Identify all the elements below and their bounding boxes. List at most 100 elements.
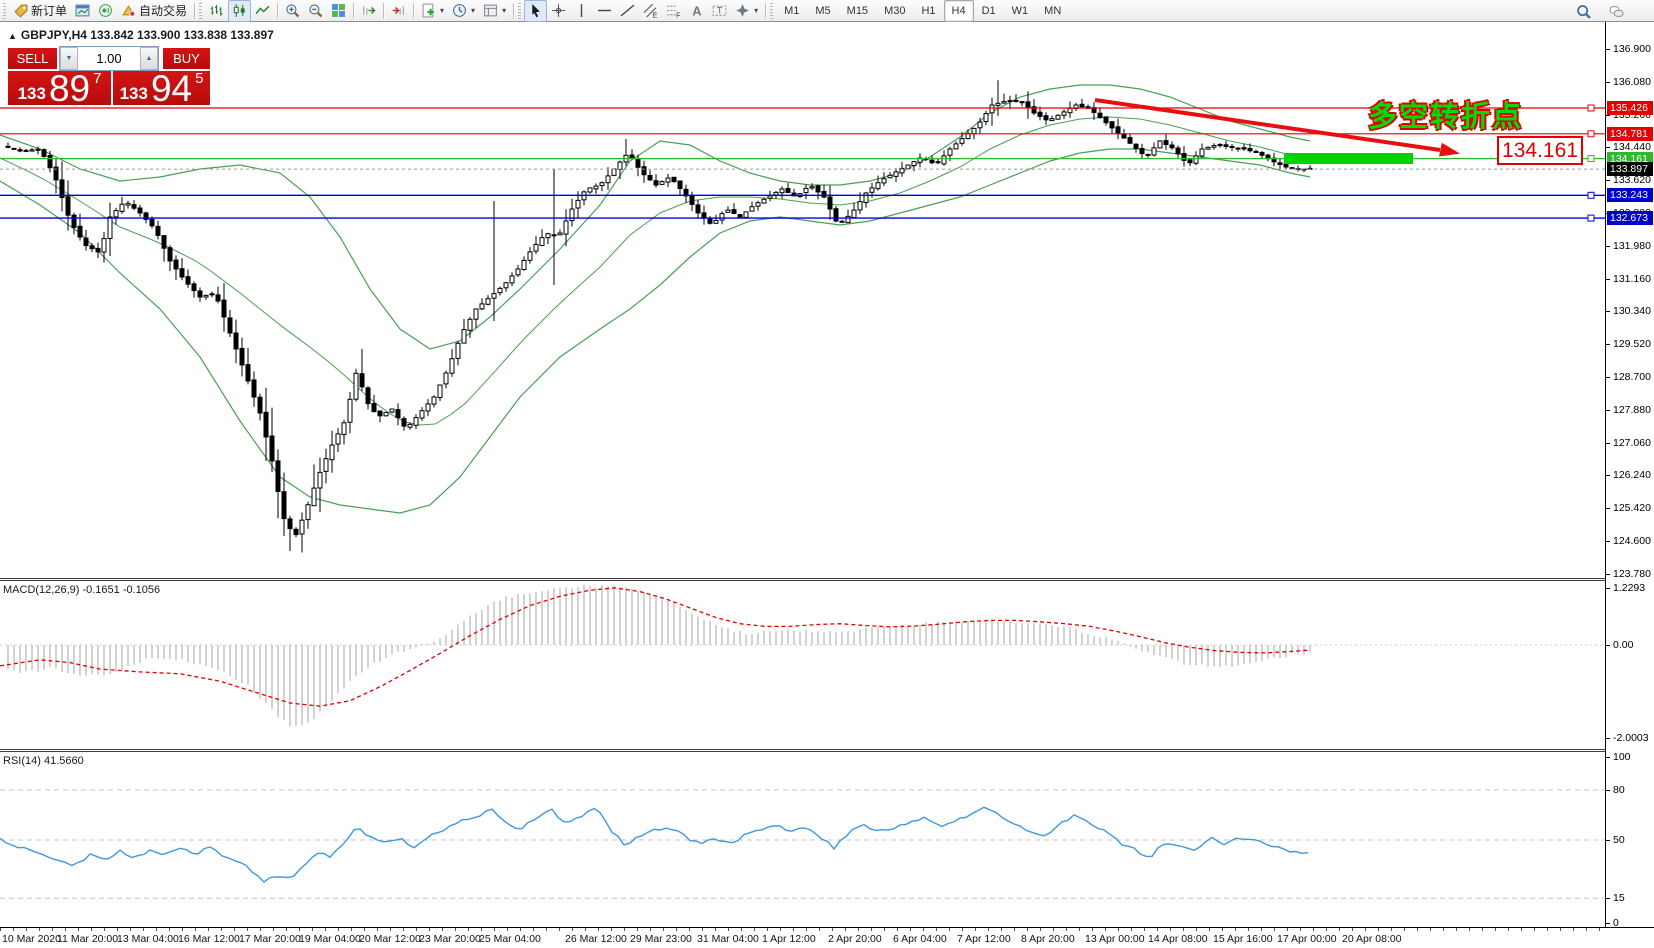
pane-splitter[interactable]: [0, 749, 1654, 752]
candle-body: [1103, 116, 1109, 124]
buy-price[interactable]: 133 94 5: [113, 70, 210, 107]
price-badge-134.161: 134.161: [1607, 151, 1653, 166]
date-label[interactable]: 15 Apr 16:00: [1213, 933, 1273, 945]
turning-point-annotation[interactable]: 多空转折点: [1368, 101, 1524, 133]
date-label[interactable]: 7 Apr 12:00: [957, 933, 1011, 945]
date-label[interactable]: 20 Mar 12:00: [359, 933, 421, 945]
price-callout-box[interactable]: 134.161: [1497, 136, 1583, 165]
candlestick-button[interactable]: [228, 0, 252, 22]
toolbar-grip[interactable]: [770, 2, 774, 19]
label-button[interactable]: T: [708, 0, 731, 22]
channel-button[interactable]: E: [639, 0, 662, 22]
date-label[interactable]: 14 Apr 08:00: [1148, 933, 1208, 945]
template-button[interactable]: ▾: [479, 0, 510, 22]
autotrade-button[interactable]: 自动交易: [117, 0, 191, 22]
horizontal-line-button[interactable]: [593, 0, 616, 22]
collapse-arrow-icon[interactable]: ▲: [8, 31, 17, 41]
autoscroll-button[interactable]: [357, 0, 380, 22]
price-chart-canvas[interactable]: [0, 22, 1605, 578]
level-line-handle[interactable]: [1587, 191, 1595, 199]
add-indicator-button[interactable]: ▾: [417, 0, 448, 22]
vertical-line-button[interactable]: [570, 0, 593, 22]
support-zone-bar[interactable]: [1284, 153, 1413, 164]
trendline-button[interactable]: [616, 0, 639, 22]
timeframe-h4-button[interactable]: H4: [943, 0, 974, 22]
date-label[interactable]: 25 Mar 04:00: [479, 933, 541, 945]
date-label[interactable]: 16 Mar 12:00: [178, 933, 240, 945]
dropdown-arrow-icon[interactable]: ▾: [440, 6, 445, 15]
volume-stepper[interactable]: ▼ 1.00 ▲: [59, 46, 159, 71]
timeframe-m15-button[interactable]: M15: [846, 4, 869, 17]
chart-shift-button[interactable]: [387, 0, 410, 22]
new-order-button[interactable]: 新订单: [9, 0, 71, 22]
bar-chart-button[interactable]: [205, 0, 228, 22]
search-button[interactable]: [1572, 0, 1595, 22]
price-tick-label: 134.440: [1613, 141, 1651, 154]
zoom-out-button[interactable]: [304, 0, 327, 22]
timeframe-d1-button[interactable]: D1: [981, 4, 996, 17]
line-chart-button[interactable]: [251, 0, 274, 22]
broadcast-button[interactable]: [94, 0, 117, 22]
toolbar-grip[interactable]: [518, 2, 522, 19]
cursor-button[interactable]: [524, 0, 548, 22]
date-label[interactable]: 1 Apr 12:00: [762, 933, 816, 945]
fibonacci-button[interactable]: F: [662, 0, 685, 22]
pane-splitter[interactable]: [0, 578, 1654, 581]
timeframe-mn-button[interactable]: MN: [1044, 4, 1062, 17]
toolbar-grip[interactable]: [199, 2, 203, 19]
chat-button[interactable]: [1605, 0, 1628, 22]
date-label[interactable]: 11 Mar 20:00: [57, 933, 119, 945]
timeframe-m30-button[interactable]: M30: [884, 4, 906, 17]
dropdown-arrow-icon[interactable]: ▾: [502, 6, 507, 15]
date-label[interactable]: 8 Apr 20:00: [1021, 933, 1075, 945]
crosshair-button[interactable]: [547, 0, 570, 22]
date-label[interactable]: 19 Mar 04:00: [299, 933, 361, 945]
sell-price[interactable]: 133 89 7: [8, 70, 111, 107]
level-line-handle[interactable]: [1587, 155, 1595, 163]
level-line-handle[interactable]: [1587, 104, 1595, 112]
date-label[interactable]: 20 Apr 08:00: [1342, 933, 1402, 945]
dropdown-arrow-icon[interactable]: ▾: [471, 6, 476, 15]
date-label[interactable]: 2 Apr 20:00: [828, 933, 882, 945]
rsi-pane[interactable]: RSI(14) 41.5660: [0, 752, 1605, 927]
volume-down-button[interactable]: ▼: [60, 47, 78, 70]
bollinger-upper-band[interactable]: [0, 84, 1311, 350]
trend-arrow-line[interactable]: [1094, 98, 1441, 152]
date-label[interactable]: 13 Mar 04:00: [117, 933, 179, 945]
date-label[interactable]: 29 Mar 23:00: [630, 933, 692, 945]
macd-pane[interactable]: MACD(12,26,9) -0.1651 -0.1056: [0, 581, 1605, 749]
rsi-canvas[interactable]: [0, 752, 1605, 927]
text-button[interactable]: A: [685, 0, 708, 22]
date-label[interactable]: 10 Mar 2020: [2, 933, 61, 945]
main-chart-pane[interactable]: [0, 22, 1605, 578]
date-label[interactable]: 17 Apr 00:00: [1277, 933, 1337, 945]
timeframe-m1-button[interactable]: M1: [784, 4, 800, 17]
date-label[interactable]: 26 Mar 12:00: [565, 933, 627, 945]
level-line-handle[interactable]: [1587, 130, 1595, 138]
timeframe-m5-button[interactable]: M5: [815, 4, 831, 17]
sell-button[interactable]: SELL: [8, 48, 57, 69]
date-label[interactable]: 31 Mar 04:00: [697, 933, 759, 945]
period-button[interactable]: ▾: [448, 0, 479, 22]
chart-window-button[interactable]: [71, 0, 94, 22]
date-label[interactable]: 23 Mar 20:00: [419, 933, 481, 945]
toolbar-grip[interactable]: [3, 2, 6, 19]
timeframe-h1-button[interactable]: H1: [921, 4, 936, 17]
level-line-handle[interactable]: [1587, 214, 1595, 222]
zoom-in-button[interactable]: [281, 0, 304, 22]
bollinger-middle-band[interactable]: [0, 116, 1306, 426]
arrows-button[interactable]: ▾: [731, 0, 762, 22]
volume-value[interactable]: 1.00: [96, 51, 122, 66]
date-label[interactable]: 13 Apr 00:00: [1085, 933, 1145, 945]
volume-up-button[interactable]: ▲: [140, 47, 158, 70]
date-label[interactable]: 17 Mar 20:00: [239, 933, 301, 945]
timeframe-w1-button[interactable]: W1: [1011, 4, 1029, 17]
date-label[interactable]: 6 Apr 04:00: [893, 933, 947, 945]
price-axis[interactable]: 136.900136.080135.260134.440133.620132.8…: [1605, 22, 1654, 929]
buy-button[interactable]: BUY: [163, 48, 210, 69]
tile-windows-button[interactable]: [327, 0, 350, 22]
time-axis[interactable]: 10 Mar 2020 11 Mar 20:00 13 Mar 04:00 16 Ma…: [0, 927, 1654, 948]
bollinger-lower-band[interactable]: [0, 148, 1311, 514]
macd-canvas[interactable]: [0, 581, 1605, 749]
dropdown-arrow-icon[interactable]: ▾: [754, 6, 759, 15]
